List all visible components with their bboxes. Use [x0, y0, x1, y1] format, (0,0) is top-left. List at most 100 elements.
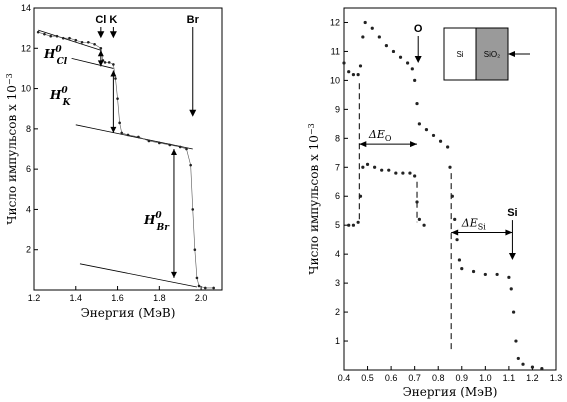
data-point-series-1 [410, 67, 414, 71]
y-tick-label: 8 [26, 124, 31, 134]
data-point [103, 61, 107, 64]
x-tick-label: 1.0 [479, 373, 492, 383]
data-point-series-1 [471, 269, 476, 274]
x-tick-label: 1.4 [70, 293, 83, 303]
chart-right: 0.4 0.5 0.6 0.7 0.8 0.9 1.0 1.1 1.2 1.31234567891… [307, 7, 563, 399]
data-point-series-1 [384, 44, 388, 48]
data-point [80, 40, 84, 44]
span-arrow-left [359, 141, 367, 148]
data-point [107, 61, 111, 64]
data-point-series-1 [415, 101, 419, 106]
x-tick-label: 1.2 [526, 373, 539, 383]
y-tick-label: 8 [335, 133, 340, 143]
x-tick-label: 1.8 [153, 293, 166, 303]
data-point-series-2 [387, 168, 391, 172]
inset-sio2-layer [475, 27, 509, 81]
data-point [189, 163, 192, 167]
data-point-series-1 [391, 49, 396, 54]
y-tick-label: 9 [335, 104, 340, 114]
data-point-series-2 [417, 217, 421, 222]
y-tick-label: 6 [26, 164, 31, 174]
height-arrow-bottom [97, 60, 104, 67]
data-point-series-2 [380, 168, 384, 172]
guide-line [71, 57, 114, 69]
data-point-series-1 [450, 194, 454, 198]
data-point-series-1 [413, 78, 417, 82]
data-point-series-2 [365, 162, 370, 166]
x-tick-label: 0.6 [385, 373, 398, 383]
data-point-series-2 [408, 171, 412, 175]
data-point-series-1 [406, 61, 410, 65]
y-tick-label: 12 [21, 43, 31, 53]
plot-frame [343, 7, 557, 371]
data-point-series-1 [438, 139, 443, 143]
span-arrow-right [505, 229, 513, 236]
edge-label-cl: Cl [95, 14, 106, 26]
guide-line [38, 29, 101, 51]
y-tick-label: 4 [335, 249, 340, 259]
height-arrow-top [110, 70, 117, 77]
span-label-o: ΔEO [368, 128, 392, 143]
data-point [49, 34, 53, 38]
y-tick-label: 2 [335, 307, 340, 317]
x-tick-label: 0.8 [432, 373, 445, 383]
x-tick-label: 0.7 [408, 373, 421, 383]
data-point-series-1 [351, 73, 356, 77]
data-point [87, 40, 90, 44]
span-arrow-left [451, 229, 459, 236]
y-tick-label: 2 [26, 245, 31, 255]
data-point [147, 139, 151, 143]
chart-left: 1.2 1.4 1.6 1.8 2.0 2 4 6 8 10 12 14 Энергия (МэВ) Чи… [5, 3, 223, 320]
data-point [116, 97, 119, 100]
data-point-series-1 [358, 64, 363, 68]
height-arrow-top [170, 149, 177, 155]
y-tick-label: 12 [330, 17, 340, 27]
data-point [126, 133, 130, 137]
data-point-series-1 [424, 128, 429, 132]
x-tick-label: 2.0 [195, 293, 208, 303]
data-point [137, 135, 140, 139]
data-point [43, 32, 46, 36]
y-axis-title: Число импульсов x 10−3 [307, 123, 322, 274]
data-point-series-1 [540, 366, 544, 371]
data-point [74, 38, 78, 42]
y-tick-label: 5 [335, 220, 340, 230]
edge-arrow-k-head [109, 31, 117, 39]
data-point [93, 42, 96, 46]
data-point-series-1 [446, 145, 450, 149]
data-point-series-1 [511, 310, 516, 314]
data-point-series-1 [417, 122, 421, 126]
data-point [185, 147, 188, 151]
x-tick-label: 1.3 [550, 373, 563, 383]
edge-label-o: O [414, 23, 423, 35]
x-tick-label: 1.1 [503, 373, 516, 383]
x-tick-label: 0.4 [338, 373, 351, 383]
spectrum-trace [38, 31, 214, 289]
height-label-cl: H0 Cl [43, 45, 68, 67]
edge-label-k: K [109, 14, 117, 26]
data-point-series-1 [370, 26, 374, 30]
data-point [118, 121, 121, 125]
data-point-series-2 [356, 220, 360, 224]
y-tick-label: 11 [331, 46, 340, 56]
x-tick-label: 0.5 [361, 373, 374, 383]
x-axis-title: Энергия (МэВ) [81, 306, 176, 320]
data-point-series-2 [358, 194, 363, 198]
height-arrow-bottom [110, 126, 117, 133]
data-point-series-2 [347, 223, 351, 227]
data-point-series-1 [457, 258, 462, 262]
data-point-series-2 [422, 223, 426, 227]
data-point [114, 77, 117, 80]
data-point [158, 141, 161, 145]
edge-arrow-cl-head [97, 31, 105, 39]
data-point-series-1 [521, 362, 525, 366]
data-point-series-2 [351, 223, 356, 227]
data-point-series-1 [448, 165, 452, 169]
x-tick-label: 1.2 [28, 293, 41, 303]
data-point-series-1 [530, 365, 535, 369]
y-tick-label: 10 [21, 84, 31, 94]
data-point-series-1 [483, 272, 487, 277]
data-point [212, 286, 215, 290]
data-point-series-2 [394, 171, 398, 175]
